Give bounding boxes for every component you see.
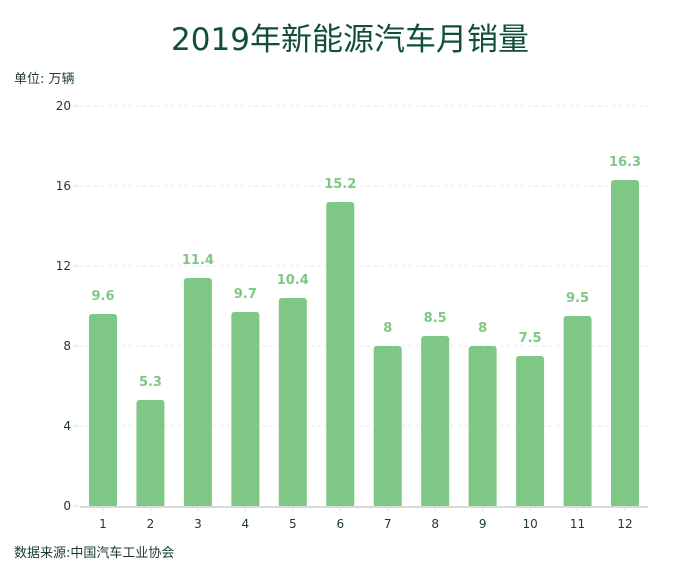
chart-title: 2019年新能源汽车月销量 bbox=[171, 22, 529, 58]
x-tick-label: 6 bbox=[336, 517, 344, 531]
data-label: 7.5 bbox=[519, 331, 542, 346]
bar bbox=[373, 346, 402, 508]
gridlines bbox=[80, 105, 648, 427]
data-label: 8.5 bbox=[424, 311, 447, 326]
bar bbox=[136, 400, 165, 508]
bar bbox=[89, 314, 117, 508]
bar bbox=[563, 316, 592, 508]
bar bbox=[611, 180, 639, 508]
data-label: 5.3 bbox=[139, 375, 162, 390]
data-label: 8 bbox=[478, 321, 487, 336]
data-label: 9.5 bbox=[566, 291, 589, 306]
data-label: 8 bbox=[383, 321, 392, 336]
data-labels: 9.6 5.3 11.4 9.7 10.4 15.2 8 8.5 8 7.5 9.5 16.3 bbox=[91, 155, 641, 390]
data-label: 11.4 bbox=[182, 253, 214, 268]
x-tick-label: 12 bbox=[617, 517, 632, 531]
data-label: 16.3 bbox=[609, 155, 641, 170]
data-label: 9.7 bbox=[234, 287, 257, 302]
data-label: 10.4 bbox=[277, 273, 309, 288]
y-tick-label: 20 bbox=[56, 99, 71, 113]
y-axis-ticks: 0 4 8 12 16 20 bbox=[56, 99, 79, 513]
bar bbox=[183, 278, 212, 508]
x-tick-label: 1 bbox=[99, 517, 107, 531]
bar bbox=[278, 298, 307, 508]
bar bbox=[421, 336, 450, 508]
x-tick-label: 5 bbox=[289, 517, 297, 531]
data-label: 15.2 bbox=[324, 177, 356, 192]
y-tick-label: 12 bbox=[56, 259, 71, 273]
bar bbox=[516, 356, 545, 508]
x-tick-label: 3 bbox=[194, 517, 202, 531]
data-source: 数据来源:中国汽车工业协会 bbox=[14, 546, 175, 561]
bar bbox=[468, 346, 497, 508]
y-tick-label: 8 bbox=[63, 339, 71, 353]
unit-label: 单位: 万辆 bbox=[14, 72, 75, 87]
data-label: 9.6 bbox=[91, 289, 114, 304]
y-tick-label: 0 bbox=[63, 499, 71, 513]
y-tick-label: 4 bbox=[63, 419, 71, 433]
bar bbox=[231, 312, 260, 508]
x-tick-label: 9 bbox=[479, 517, 487, 531]
x-tick-label: 11 bbox=[570, 517, 585, 531]
x-tick-label: 10 bbox=[522, 517, 537, 531]
x-tick-label: 7 bbox=[384, 517, 392, 531]
x-axis-ticks: 1 2 3 4 5 6 7 8 9 10 11 12 bbox=[80, 506, 648, 531]
bars bbox=[89, 180, 639, 508]
y-tick-label: 16 bbox=[56, 179, 71, 193]
x-tick-label: 2 bbox=[147, 517, 155, 531]
x-tick-label: 8 bbox=[431, 517, 439, 531]
x-tick-label: 4 bbox=[242, 517, 250, 531]
bar bbox=[326, 202, 355, 508]
